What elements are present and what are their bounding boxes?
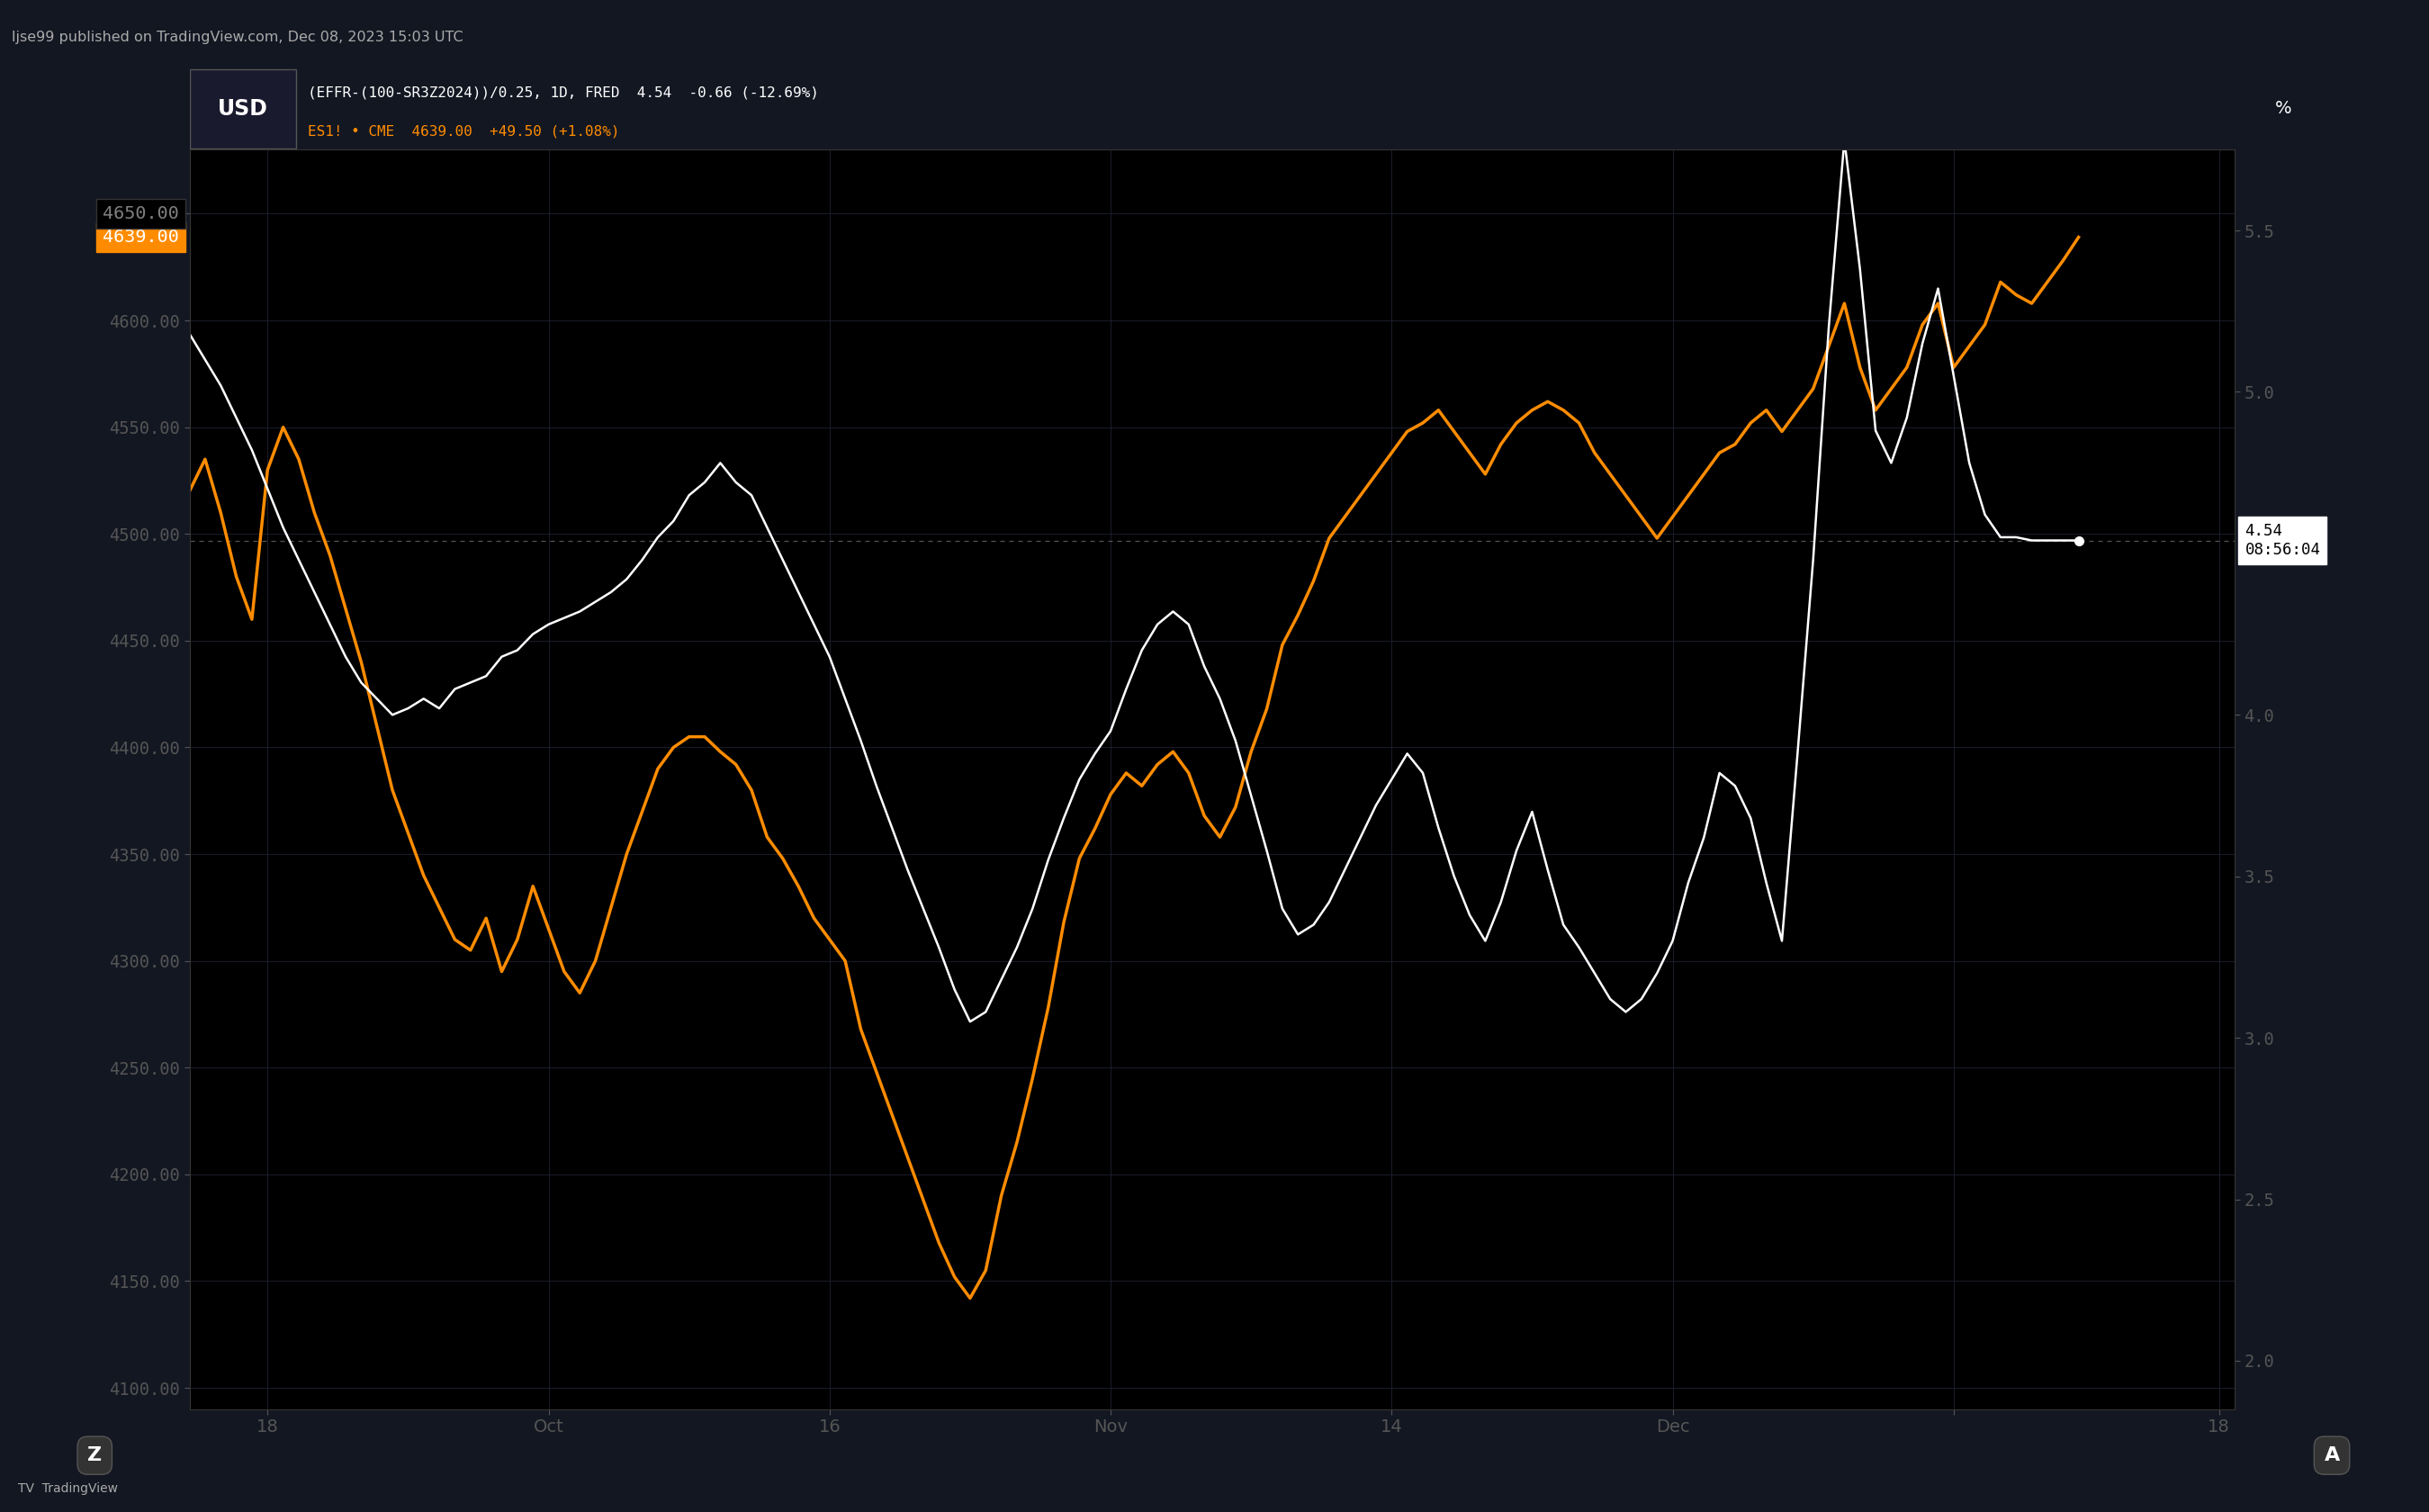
Text: Z: Z: [87, 1447, 102, 1465]
Text: ES1! • CME  4639.00  +49.50 (+1.08%): ES1! • CME 4639.00 +49.50 (+1.08%): [308, 125, 619, 139]
Text: 4.54
08:56:04: 4.54 08:56:04: [2244, 523, 2320, 558]
Text: %: %: [2276, 100, 2291, 118]
Text: ljse99 published on TradingView.com, Dec 08, 2023 15:03 UTC: ljse99 published on TradingView.com, Dec…: [12, 30, 464, 44]
Text: TV  TradingView: TV TradingView: [19, 1483, 119, 1495]
Text: 4650.00: 4650.00: [102, 206, 180, 222]
FancyBboxPatch shape: [189, 70, 296, 148]
Text: (EFFR-(100-SR3Z2024))/0.25, 1D, FRED  4.54  -0.66 (-12.69%): (EFFR-(100-SR3Z2024))/0.25, 1D, FRED 4.5…: [308, 86, 819, 100]
Text: 4639.00: 4639.00: [102, 228, 180, 246]
Text: A: A: [2325, 1447, 2339, 1465]
Text: USD: USD: [219, 98, 267, 119]
